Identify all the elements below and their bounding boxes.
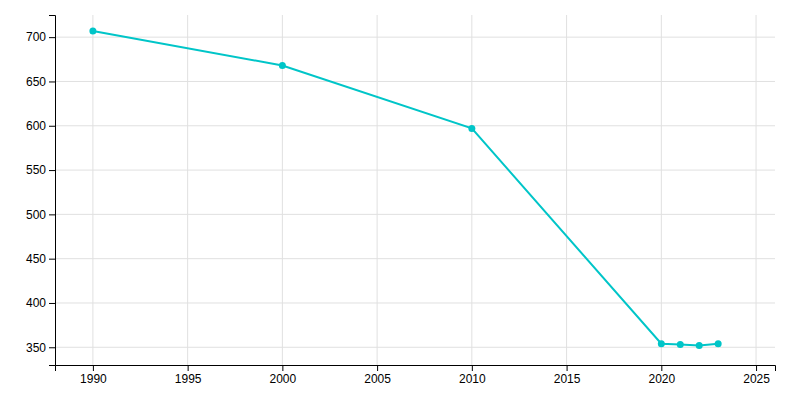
plot-area: 1990 1995 2000 2005 2010 2015 2020 2025 350 400 45… [26, 15, 776, 386]
y-axis-tick-label: 400 [26, 296, 46, 310]
y-axis-tick-mark [49, 347, 55, 348]
x-axis-tick: 1990 [80, 365, 107, 386]
x-axis-tick-mark [472, 365, 473, 371]
grid-line-x [566, 15, 567, 365]
chart: 1990 1995 2000 2005 2010 2015 2020 2025 350 400 45… [0, 0, 800, 400]
x-axis-tick: 2020 [648, 365, 675, 386]
x-axis-tick-mark [282, 365, 283, 371]
y-axis-tick-label: 550 [26, 163, 46, 177]
y-axis-tick-label: 500 [26, 208, 46, 222]
series [89, 27, 721, 349]
x-axis-tick: 2010 [459, 365, 486, 386]
y-axis-tick-label: 700 [26, 30, 46, 44]
y-axis-tick-mark [49, 81, 55, 82]
y-axis-tick-label: 350 [26, 341, 46, 355]
x-axis-tick-label: 1995 [175, 372, 202, 386]
x-axis-tick-mark [567, 365, 568, 371]
point [696, 342, 703, 349]
point [279, 62, 286, 69]
x-axis-tick: 2000 [270, 365, 297, 386]
grid-line-x [756, 15, 757, 365]
x-axis-tick: 2015 [554, 365, 581, 386]
x-axis-tick-label: 2000 [270, 372, 297, 386]
grid-line-x [471, 15, 472, 365]
y-axis-tick: 350 [26, 341, 55, 355]
x-axis-tick-label: 2005 [364, 372, 391, 386]
y-axis-tick: 700 [26, 30, 55, 44]
grid [55, 15, 775, 365]
x-axis-tick: 2005 [364, 365, 391, 386]
line [93, 31, 718, 346]
x-axis-tick-mark [661, 365, 662, 371]
y-axis-tick-mark [49, 126, 55, 127]
grid-line-x [661, 15, 662, 365]
y-axis-tick: 400 [26, 296, 55, 310]
x-axis-tick: 2025 [743, 365, 770, 386]
x-axis-tick-mark [756, 365, 757, 371]
x-axis-tick-label: 2010 [459, 372, 486, 386]
y-axis-tick: 500 [26, 208, 55, 222]
grid-line-y [55, 302, 775, 303]
x-axis-tick-label: 1990 [80, 372, 107, 386]
y-axis-tick: 600 [26, 119, 55, 133]
y-axis-tick-mark [49, 214, 55, 215]
grid-line-x [377, 15, 378, 365]
y-axis: 350 400 450 500 550 600 650 700 [26, 16, 56, 366]
point [677, 341, 684, 348]
y-axis-tick-mark [49, 170, 55, 171]
point [715, 340, 722, 347]
x-axis: 1990 1995 2000 2005 2010 2015 2020 2025 [56, 365, 776, 386]
point [89, 27, 96, 34]
x-axis-tick-mark [188, 365, 189, 371]
x-axis-tick-mark [93, 365, 94, 371]
grid-line-y [55, 125, 775, 126]
x-axis-line [56, 366, 776, 372]
y-axis-tick: 550 [26, 163, 55, 177]
y-axis-tick-mark [49, 259, 55, 260]
y-axis-line [49, 16, 56, 366]
y-axis-tick: 650 [26, 75, 55, 89]
grid-line-y [55, 258, 775, 259]
grid-line-x [92, 15, 93, 365]
grid-line-y [55, 347, 775, 348]
grid-line-y [55, 170, 775, 171]
x-axis-tick-mark [377, 365, 378, 371]
y-axis-tick: 450 [26, 252, 55, 266]
y-axis-tick-label: 450 [26, 252, 46, 266]
x-axis-tick: 1995 [175, 365, 202, 386]
point [658, 340, 665, 347]
grid-line-y [55, 81, 775, 82]
grid-line-y [55, 37, 775, 38]
x-axis-tick-label: 2020 [648, 372, 675, 386]
y-axis-tick-label: 600 [26, 119, 46, 133]
x-axis-tick-label: 2025 [743, 372, 770, 386]
grid-line-y [55, 214, 775, 215]
grid-line-x [187, 15, 188, 365]
y-axis-tick-mark [49, 37, 55, 38]
x-axis-tick-label: 2015 [554, 372, 581, 386]
y-axis-tick-label: 650 [26, 75, 46, 89]
y-axis-tick-mark [49, 303, 55, 304]
point [468, 125, 475, 132]
